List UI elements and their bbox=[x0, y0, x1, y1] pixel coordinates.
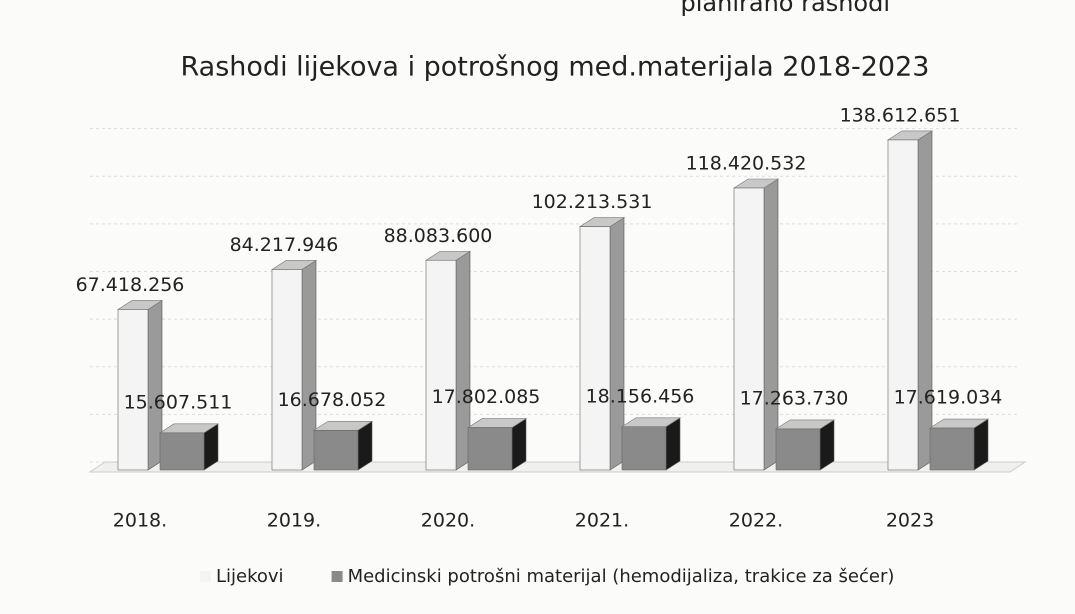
bar bbox=[159, 432, 205, 471]
bar bbox=[271, 269, 303, 471]
data-label: 18.156.456 bbox=[586, 385, 695, 407]
bar-side bbox=[763, 178, 779, 471]
legend-swatch bbox=[200, 571, 211, 582]
bar-side bbox=[917, 130, 933, 471]
legend-label: Medicinski potrošni materijal (hemodijal… bbox=[348, 566, 895, 587]
x-tick-label: 2022. bbox=[729, 510, 783, 532]
bar bbox=[929, 427, 975, 471]
chart-title: Rashodi lijekova i potrošnog med.materij… bbox=[181, 52, 930, 83]
data-label: 16.678.052 bbox=[278, 389, 387, 411]
data-label: 118.420.532 bbox=[686, 153, 807, 175]
data-label: 138.612.651 bbox=[840, 104, 961, 126]
x-tick-label: 2021. bbox=[575, 510, 629, 532]
bar bbox=[313, 429, 359, 471]
bar bbox=[425, 259, 457, 471]
bars: 2018. 67.418.256 15.607.511 2019. 84.217.946… bbox=[76, 104, 1003, 531]
data-label: 17.263.730 bbox=[740, 387, 849, 409]
legend-label: Lijekovi bbox=[216, 566, 284, 587]
header-fragment: planirano rashodi bbox=[681, 0, 890, 17]
data-label: 17.802.085 bbox=[432, 386, 541, 408]
x-tick-label: 2023 bbox=[886, 510, 934, 532]
floor bbox=[88, 461, 1027, 473]
data-label: 17.619.034 bbox=[894, 387, 1003, 409]
legend-swatch bbox=[331, 571, 343, 582]
x-tick-label: 2018. bbox=[113, 510, 167, 532]
data-label: 84.217.946 bbox=[230, 234, 339, 256]
data-label: 102.213.531 bbox=[532, 191, 653, 213]
bar bbox=[117, 309, 149, 471]
bar bbox=[579, 226, 611, 471]
data-label: 15.607.511 bbox=[124, 391, 233, 413]
bar bbox=[733, 187, 765, 471]
legend: Lijekovi Medicinski potrošni materijal (h… bbox=[200, 566, 894, 587]
data-label: 67.418.256 bbox=[76, 274, 185, 296]
x-tick-label: 2020. bbox=[421, 510, 475, 532]
bar bbox=[775, 428, 821, 471]
x-tick-label: 2019. bbox=[267, 510, 321, 532]
data-label: 88.083.600 bbox=[384, 225, 493, 247]
bar bbox=[467, 427, 513, 471]
bar bbox=[887, 139, 919, 471]
bar bbox=[621, 426, 667, 471]
